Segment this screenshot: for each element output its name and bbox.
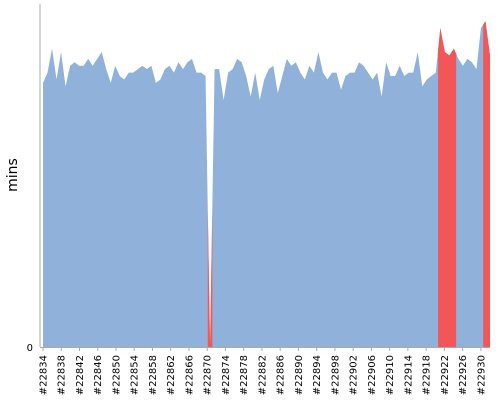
x-tick-label: #22862 (166, 355, 177, 395)
x-tick-label: #22882 (257, 355, 268, 395)
x-tick-label: #22886 (276, 355, 287, 395)
x-tick-label: #22894 (312, 355, 323, 395)
x-tick-label: #22870 (203, 355, 214, 395)
plot-area (43, 21, 490, 348)
x-tick-label: #22930 (476, 355, 487, 395)
x-tick-label: #22842 (75, 355, 86, 395)
x-axis-ticks: #22834 #22838 #22842 #22846 #22850 #22854 #228… (39, 347, 487, 395)
x-tick-label: #22922 (440, 355, 451, 395)
x-tick-label: #22858 (148, 355, 159, 395)
duration-area (43, 21, 490, 348)
x-tick-label: #22850 (111, 355, 122, 395)
x-tick-label: #22890 (294, 355, 305, 395)
x-tick-label: #22914 (403, 355, 414, 395)
x-tick-label: #22878 (239, 355, 250, 395)
failed-build-segment (207, 208, 213, 347)
failed-build-segment (483, 21, 490, 348)
y-axis-label: mins (5, 158, 21, 192)
x-tick-label: #22918 (422, 355, 433, 395)
x-tick-label: #22846 (93, 355, 104, 395)
x-tick-label: #22902 (349, 355, 360, 395)
x-tick-label: #22906 (367, 355, 378, 395)
x-tick-label: #22854 (130, 355, 141, 395)
x-tick-label: #22866 (184, 355, 195, 395)
y-tick-label: 0 (27, 343, 33, 354)
x-tick-label: #22898 (330, 355, 341, 395)
x-tick-label: #22874 (221, 355, 232, 395)
x-tick-label: #22834 (39, 355, 50, 395)
x-tick-label: #22926 (458, 355, 469, 395)
failed-build-segment (438, 28, 457, 347)
x-tick-label: #22910 (385, 355, 396, 395)
x-tick-label: #22838 (57, 355, 68, 395)
